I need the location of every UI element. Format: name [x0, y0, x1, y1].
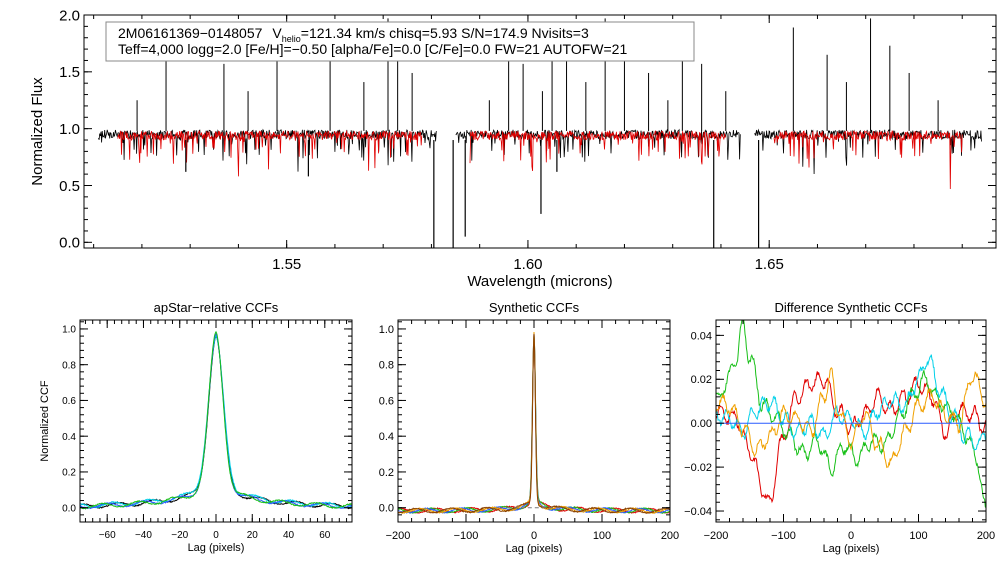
x-tick-label: −20 — [171, 530, 188, 541]
x-tick-label: 1.60 — [513, 256, 542, 273]
y-tick-label: −0.02 — [684, 462, 712, 474]
spectrum-panel: 1.55 1.60 1.65 0.0 0.5 1.0 1.5 2.0 Wavelength (m… — [29, 7, 997, 290]
y-tick-label: 0.8 — [62, 360, 76, 371]
x-tick-label: −60 — [99, 530, 116, 541]
star-id: 2M06161369−0148057 — [118, 25, 263, 41]
x-axis-label: Lag (pixels) — [506, 543, 563, 555]
x-tick-label: 40 — [283, 530, 295, 541]
plot-area — [80, 330, 352, 510]
y-tick-label: 0.4 — [62, 432, 76, 443]
ccf-series-0 — [398, 334, 670, 514]
y-tick-label: 0.5 — [59, 178, 80, 195]
ccf-series-4 — [398, 333, 670, 515]
x-tick-label: 1.65 — [755, 256, 784, 273]
spectrum-series-1-segment-2 — [773, 129, 963, 190]
y-tick-label: 0.8 — [379, 360, 394, 372]
difference-ccf-panel: −200 −100 0 100 200 −0.04 −0.02 0.00 0.02 0.04 Lag… — [684, 300, 995, 555]
vhelio-subscript: helio — [282, 34, 301, 44]
x-axis-label: Lag (pixels) — [188, 542, 245, 554]
ccf-series-3 — [398, 331, 670, 515]
x-axis-label: Wavelength (microns) — [467, 273, 612, 290]
x-tick-label: 0 — [531, 530, 537, 542]
x-tick-label: 100 — [909, 530, 927, 542]
y-tick-label: 0.2 — [62, 468, 76, 479]
spectrum-info-stats: =121.34 km/s chisq=5.93 S/N=174.9 Nvisit… — [301, 25, 589, 41]
x-tick-label: −200 — [704, 530, 729, 542]
ccf-series-0 — [80, 335, 352, 510]
axes-frame — [79, 319, 353, 523]
panel-title: Synthetic CCFs — [489, 300, 580, 315]
y-tick-label: 2.0 — [59, 7, 80, 24]
x-tick-label: 200 — [977, 530, 995, 542]
y-tick-label: 0.4 — [379, 431, 394, 443]
axes-frame — [83, 14, 997, 249]
y-tick-label: 0.6 — [379, 395, 394, 407]
ccf-series-1 — [80, 335, 352, 509]
difference-ccf-series-2 — [716, 354, 986, 451]
x-tick-label: 60 — [319, 530, 331, 541]
x-tick-label: −40 — [135, 530, 152, 541]
spectrum-info-line1: 2M06161369−0148057 Vhelio=121.34 km/s chi… — [118, 25, 589, 44]
x-axis-label: Lag (pixels) — [823, 543, 880, 555]
ccf-series-2 — [80, 332, 352, 510]
y-tick-label: 1.5 — [59, 64, 80, 81]
ccf-series-1 — [398, 334, 670, 514]
x-tick-label: 0 — [213, 530, 219, 541]
y-tick-label: −0.04 — [684, 506, 712, 518]
x-tick-label: −100 — [771, 530, 796, 542]
spectrum-series-1-segment-1 — [469, 130, 727, 172]
panel-title: Difference Synthetic CCFs — [775, 300, 928, 315]
y-tick-label: 0.2 — [379, 467, 394, 479]
y-tick-label: 1.0 — [379, 324, 394, 336]
y-tick-label: 0.04 — [691, 330, 712, 342]
y-tick-label: 0.6 — [62, 396, 76, 407]
panel-title: apStar−relative CCFs — [154, 300, 279, 315]
y-tick-label: 1.0 — [62, 325, 76, 336]
spectrum-info-line2: Teff=4,000 logg=2.0 [Fe/H]=−0.50 [alpha/… — [118, 41, 627, 57]
y-tick-label: 0.0 — [59, 235, 80, 252]
plot-area — [398, 331, 670, 515]
y-tick-label: 0.0 — [62, 503, 76, 514]
ccf-series-3 — [80, 330, 352, 510]
x-tick-label: 20 — [247, 530, 259, 541]
x-tick-label: −200 — [386, 530, 411, 542]
difference-ccf-series-1 — [716, 320, 986, 509]
plot-area — [716, 320, 986, 509]
difference-ccf-series-3 — [716, 367, 986, 469]
ccf-series-2 — [398, 333, 670, 514]
axes-frame — [397, 319, 671, 523]
x-tick-label: 1.55 — [272, 256, 301, 273]
spectrum-info-box — [105, 21, 695, 62]
x-tick-label: 0 — [848, 530, 854, 542]
x-tick-label: 200 — [661, 530, 679, 542]
difference-ccf-series-0 — [716, 371, 986, 504]
synthetic-ccf-panel: −200 −100 0 100 200 0.0 0.2 0.4 0.6 0.8 1.0 Lag (pi… — [379, 300, 679, 555]
y-tick-label: 0.0 — [379, 503, 394, 515]
y-tick-label: 0.02 — [691, 374, 712, 386]
apstar-ccf-panel: −60 −40 −20 0 20 40 60 0.0 0.2 0.4 0.6 0.8 1.0 Lag (p… — [39, 300, 353, 554]
y-tick-label: 1.0 — [59, 121, 80, 138]
x-tick-label: 100 — [593, 530, 611, 542]
y-axis-label: Normalized CCF — [39, 380, 51, 462]
vhelio-label: V — [272, 25, 282, 41]
spectrum-series-1-segment-0 — [117, 129, 423, 177]
x-tick-label: −100 — [454, 530, 479, 542]
y-axis-label: Normalized Flux — [29, 77, 46, 186]
y-tick-label: 0.00 — [691, 418, 712, 430]
